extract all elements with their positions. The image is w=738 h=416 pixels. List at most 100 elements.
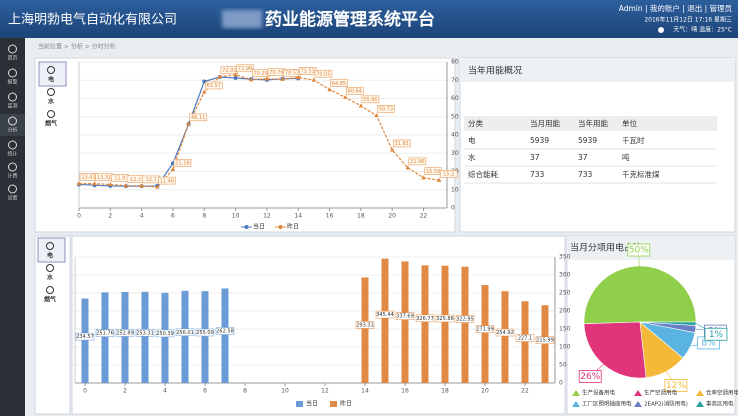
- point: [139, 183, 144, 188]
- data-label: 46.11: [191, 115, 205, 121]
- point: [374, 112, 379, 118]
- y-tick-label: 250: [559, 290, 571, 297]
- table-header: 当年用能: [578, 118, 608, 128]
- bar: [501, 291, 509, 383]
- label-box: [173, 159, 192, 167]
- legend-label: 生产空调用电: [644, 389, 678, 397]
- label-box: [195, 328, 215, 337]
- data-label: 21.18: [175, 161, 189, 167]
- breadcrumb: 当前位置 > 分析 > 分时分析: [38, 43, 116, 51]
- legend-label: 当日: [306, 400, 318, 408]
- pie-label: 8%: [701, 338, 716, 348]
- table-cell: 电: [468, 135, 476, 145]
- label-box: [330, 79, 348, 87]
- x-tick-label: 8: [202, 213, 206, 220]
- data-label: 250.39: [156, 331, 174, 337]
- y-tick-label: 50: [451, 113, 459, 120]
- x-tick-label: 4: [163, 388, 167, 395]
- date: 2016年11月12日 17:16 星期三: [644, 16, 732, 24]
- bar: [401, 261, 409, 383]
- label-box: [395, 312, 415, 320]
- table-cell: 733: [530, 170, 545, 179]
- tab[interactable]: 电: [47, 252, 53, 260]
- data-label: 252.89: [116, 330, 134, 336]
- tab[interactable]: 燃气: [45, 120, 57, 128]
- label-box: [408, 157, 427, 166]
- y-tick-label: 100: [559, 344, 571, 351]
- y-tick-label: 30: [451, 150, 459, 157]
- legend-label: 当日: [253, 223, 265, 231]
- data-label: 12.1: [146, 177, 157, 183]
- label-box: [495, 328, 515, 337]
- blurred-logo: [222, 10, 262, 28]
- bar: [441, 265, 449, 383]
- bar: [381, 258, 389, 383]
- data-label: 12.2: [130, 177, 141, 183]
- label-box: [115, 329, 135, 337]
- x-tick-label: 20: [388, 213, 396, 220]
- x-tick-label: 12: [321, 388, 329, 395]
- label-box: [455, 315, 475, 323]
- x-tick-label: 18: [441, 388, 449, 395]
- nav-item[interactable]: 统计: [7, 151, 17, 158]
- data-label: 215.99: [536, 338, 554, 344]
- point: [92, 181, 97, 186]
- table-cell: 吨: [622, 152, 630, 162]
- legend-dot: [244, 225, 249, 229]
- bar: [181, 290, 189, 383]
- legend-label: 工厂区照明插座用电: [582, 400, 632, 408]
- user-links[interactable]: Admin | 我的账户 | 退出 | 管理员: [619, 3, 733, 13]
- label-box: [95, 329, 115, 337]
- y-tick-label: 350: [559, 254, 571, 261]
- data-label: 63.57: [207, 83, 221, 89]
- tab[interactable]: 水: [48, 98, 55, 106]
- data-label: 337.69: [396, 314, 414, 320]
- point: [233, 72, 238, 77]
- data-label: 55.96: [363, 97, 377, 103]
- nav-item[interactable]: 首页: [7, 55, 17, 62]
- x-tick-label: 18: [357, 213, 365, 220]
- data-label: 70.05: [316, 71, 330, 77]
- x-tick-label: 6: [171, 213, 175, 220]
- nav-item[interactable]: 设置: [7, 195, 17, 202]
- table-cell: 千瓦时: [622, 135, 645, 145]
- tab-panel: [34, 235, 71, 415]
- table-head: [464, 116, 717, 131]
- pie-label-box: [704, 327, 728, 341]
- y-tick-label: 10: [451, 186, 459, 193]
- point: [186, 121, 191, 126]
- tab[interactable]: 燃气: [44, 296, 56, 304]
- point: [154, 184, 160, 189]
- nav-item[interactable]: 计费: [7, 173, 17, 180]
- header: [0, 0, 738, 38]
- line-panel: [34, 57, 456, 233]
- nav-item[interactable]: 报警: [7, 79, 17, 86]
- x-tick-label: 12: [263, 213, 271, 220]
- tab[interactable]: 电: [48, 76, 54, 84]
- nav-icon: [8, 140, 17, 150]
- data-label: 345.44: [376, 312, 394, 318]
- legend-swatch: [634, 401, 642, 407]
- x-tick-label: 16: [326, 213, 334, 220]
- x-tick-label: 6: [203, 388, 207, 395]
- label-box: [435, 314, 455, 323]
- nav-item[interactable]: 监测: [7, 103, 17, 110]
- nav-item[interactable]: 分析: [7, 127, 17, 134]
- data-label: 71.52: [301, 69, 315, 75]
- label-box: [392, 139, 411, 148]
- label-box: [215, 327, 235, 335]
- tab[interactable]: 水: [47, 274, 54, 282]
- data-label: 251.76: [96, 331, 114, 337]
- x-tick-label: 2: [108, 213, 112, 220]
- label-box: [361, 95, 380, 104]
- table-cell: 5939: [530, 136, 549, 145]
- legend-swatch: [696, 401, 704, 407]
- y-tick-label: 150: [559, 326, 571, 333]
- point: [405, 165, 411, 170]
- y-tick-label: 80: [451, 59, 459, 66]
- bar: [121, 291, 129, 383]
- point: [264, 76, 270, 81]
- legend-swatch: [572, 401, 580, 407]
- data-label: 254.92: [496, 330, 514, 336]
- pie-label-box: [664, 379, 688, 392]
